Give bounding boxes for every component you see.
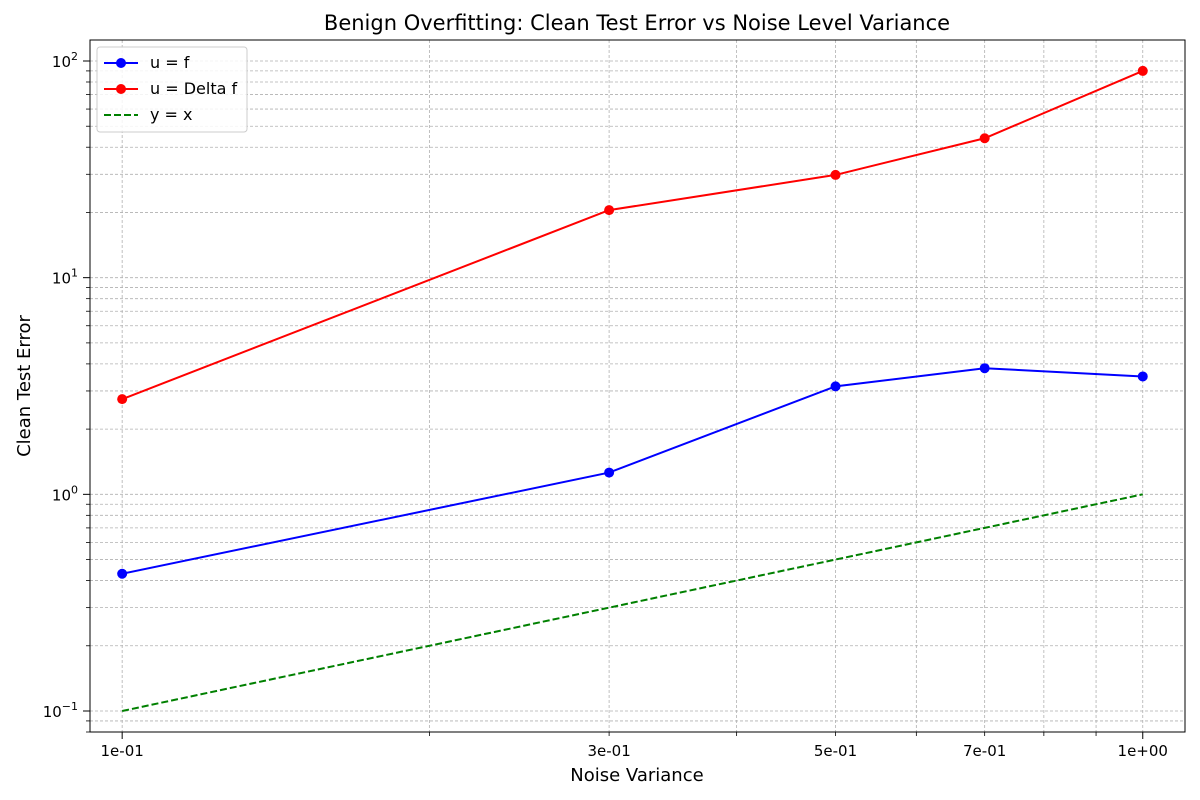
x-tick-label: 1e-01 xyxy=(101,742,144,760)
legend-label-y-equals-x: y = x xyxy=(150,105,193,124)
plot-frame xyxy=(89,39,1186,733)
y-tick-label: 101 xyxy=(52,267,78,288)
data-point-u-delta-f xyxy=(1137,65,1148,76)
data-point-u-f xyxy=(117,568,128,579)
data-point-u-f xyxy=(1137,371,1148,382)
y-tick-label: 102 xyxy=(52,50,78,71)
series-layer xyxy=(117,65,1148,712)
series-line-u-f xyxy=(121,367,1143,575)
legend-marker-u-equals-f xyxy=(116,58,126,68)
y-axis-label: Clean Test Error xyxy=(14,314,35,456)
y-tick-label: 100 xyxy=(52,483,78,504)
tick-layer: 1e-01 3e-01 5e-01 7e-01 1e+00 10−1 100 101 102 xyxy=(43,50,1168,760)
x-tick-label: 3e-01 xyxy=(587,742,630,760)
data-point-u-delta-f xyxy=(604,205,615,216)
data-point-u-delta-f xyxy=(830,169,841,180)
data-point-u-delta-f xyxy=(117,394,128,405)
x-tick-label: 5e-01 xyxy=(814,742,857,760)
series-line-y-x xyxy=(121,493,1143,712)
data-point-u-delta-f xyxy=(979,133,990,144)
y-tick-label: 10−1 xyxy=(43,700,78,721)
chart-title: Benign Overfitting: Clean Test Error vs … xyxy=(324,11,950,35)
legend-label-u-equals-delta-f: u = Delta f xyxy=(150,79,237,98)
legend: u = f u = Delta f y = x xyxy=(96,46,248,133)
legend-label-u-equals-f: u = f xyxy=(150,53,190,72)
x-axis-label: Noise Variance xyxy=(570,765,703,786)
legend-marker-u-equals-delta-f xyxy=(116,84,126,94)
data-point-u-f xyxy=(830,381,841,392)
series-line-u-delta-f xyxy=(121,69,1144,401)
legend-box xyxy=(96,46,248,133)
data-point-u-f xyxy=(604,467,615,478)
x-tick-label: 7e-01 xyxy=(963,742,1006,760)
grid-layer xyxy=(90,40,1185,733)
data-point-u-f xyxy=(979,363,990,374)
x-tick-label: 1e+00 xyxy=(1118,742,1168,760)
